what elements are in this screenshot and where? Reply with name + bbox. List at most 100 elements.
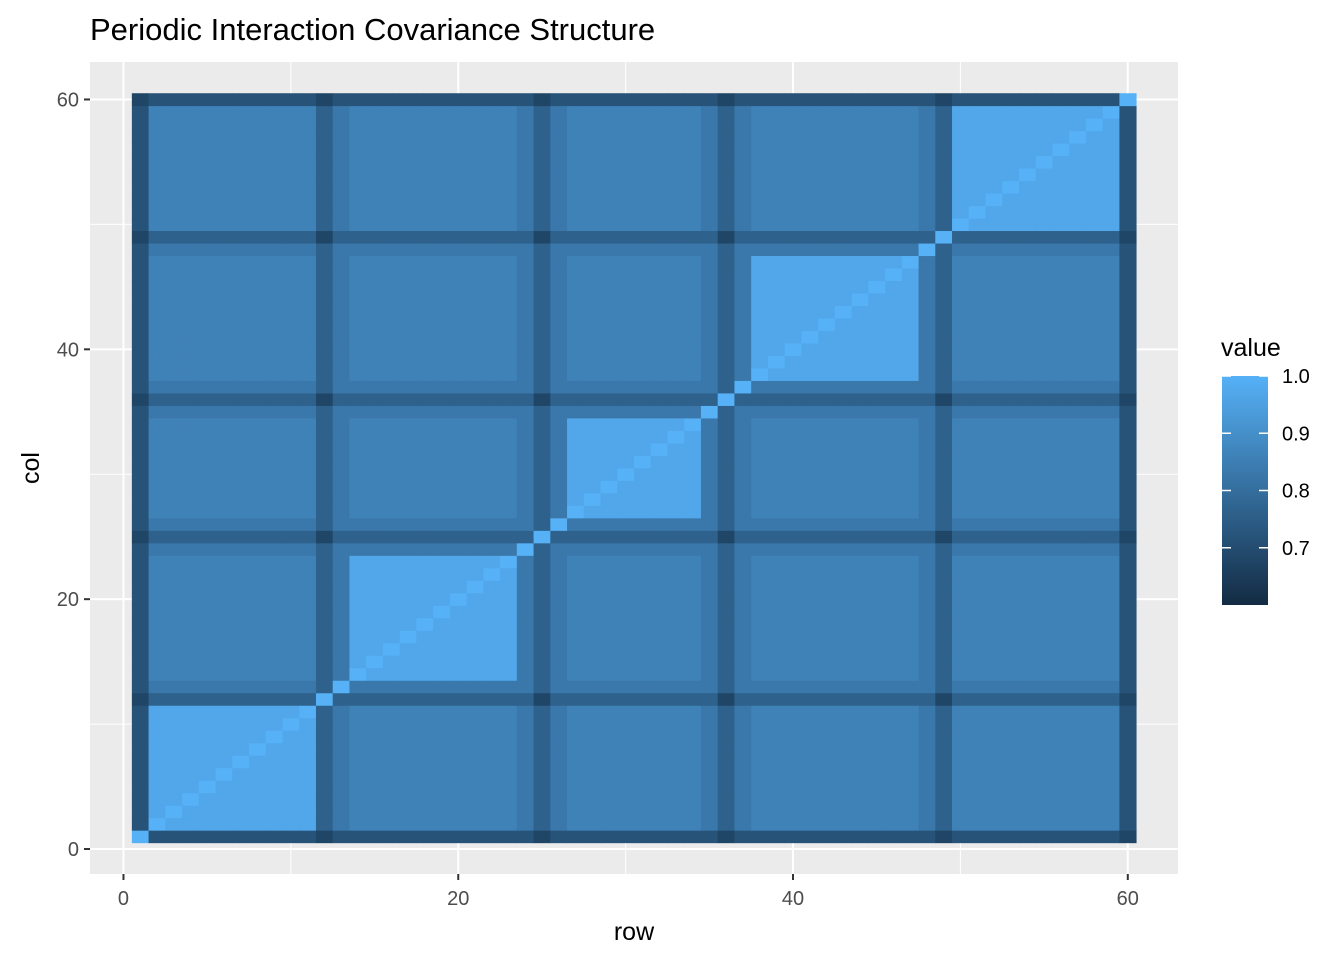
heatmap-tile [751,692,769,706]
heatmap-tile [433,393,451,406]
heatmap-tile [198,355,216,369]
heatmap-tile [131,193,149,207]
heatmap-tile [382,143,401,157]
heatmap-tile [851,318,869,331]
heatmap-tile [1018,630,1037,644]
heatmap-tile [784,605,802,619]
heatmap-tile [617,468,635,481]
heatmap-tile [918,830,936,844]
heatmap-tile [985,443,1003,456]
heatmap-tile [901,580,919,594]
heatmap-tile [366,555,384,569]
heatmap-tile [483,243,501,257]
heatmap-tile [1052,555,1070,569]
heatmap-tile [466,393,484,406]
heatmap-tile [1069,380,1087,394]
heatmap-tile [516,492,534,506]
heatmap-tile [332,617,350,631]
heatmap-tile [634,517,652,531]
heatmap-tile [1018,667,1037,681]
heatmap-tile [165,243,183,257]
heatmap-tile [382,318,401,331]
heatmap-tile [901,343,919,356]
heatmap-tile [801,130,819,144]
heatmap-tile [1002,318,1020,331]
heatmap-tile [332,492,350,506]
heatmap-tile [784,218,802,232]
heatmap-tile [232,755,250,769]
heatmap-tile [249,780,267,794]
heatmap-tile [215,280,233,294]
heatmap-tile [968,742,986,756]
heatmap-tile [567,630,585,644]
heatmap-tile [784,555,802,569]
heatmap-tile [1102,605,1120,619]
heatmap-tile [466,505,484,519]
heatmap-tile [382,405,401,419]
heatmap-tile [952,293,970,306]
heatmap-tile [282,130,300,144]
heatmap-tile [449,405,468,419]
heatmap-tile [717,780,735,794]
heatmap-tile [667,243,685,257]
heatmap-tile [1085,792,1104,806]
heatmap-tile [1002,218,1020,232]
heatmap-tile [1102,455,1120,469]
heatmap-tile [952,143,970,157]
heatmap-tile [449,130,468,144]
heatmap-tile [935,505,953,519]
heatmap-tile [131,393,149,406]
heatmap-tile [834,817,852,831]
heatmap-tile [734,542,752,556]
heatmap-tile [516,542,534,556]
heatmap-tile [634,730,652,744]
heatmap-tile [449,767,468,781]
heatmap-tile [734,168,752,182]
heatmap-tile [182,655,200,669]
heatmap-tile [868,480,886,494]
heatmap-tile [700,143,719,157]
heatmap-tile [634,468,652,481]
heatmap-tile [617,318,635,331]
heatmap-tile [265,168,283,182]
heatmap-tile [399,805,417,819]
heatmap-tile [1085,817,1104,831]
heatmap-tile [449,530,468,544]
heatmap-tile [1102,93,1120,107]
heatmap-tile [148,93,166,107]
heatmap-tile [1002,155,1020,169]
heatmap-tile [885,280,903,294]
heatmap-tile [818,318,836,331]
heatmap-tile [818,542,836,556]
heatmap-tile [734,780,752,794]
heatmap-tile [667,368,685,381]
heatmap-tile [332,443,350,456]
heatmap-tile [834,792,852,806]
heatmap-tile [918,130,936,144]
heatmap-tile [366,767,384,781]
heatmap-tile [717,93,735,107]
heatmap-tile [466,530,484,544]
heatmap-tile [182,542,200,556]
heatmap-tile [667,755,685,769]
heatmap-tile [901,318,919,331]
heatmap-tile [818,218,836,232]
heatmap-tile [700,380,719,394]
heatmap-tile [985,368,1003,381]
heatmap-tile [433,667,451,681]
heatmap-tile [349,542,367,556]
heatmap-tile [198,168,216,182]
heatmap-tile [567,567,585,581]
heatmap-tile [1119,393,1137,406]
heatmap-tile [784,255,802,269]
heatmap-tile [901,205,919,219]
heatmap-tile [215,143,233,157]
heatmap-tile [650,330,668,344]
heatmap-tile [600,118,618,132]
heatmap-tile [700,555,719,569]
heatmap-tile [901,480,919,494]
heatmap-tile [449,680,468,694]
heatmap-tile [399,368,417,381]
heatmap-tile [1002,380,1020,394]
heatmap-tile [1052,330,1070,344]
